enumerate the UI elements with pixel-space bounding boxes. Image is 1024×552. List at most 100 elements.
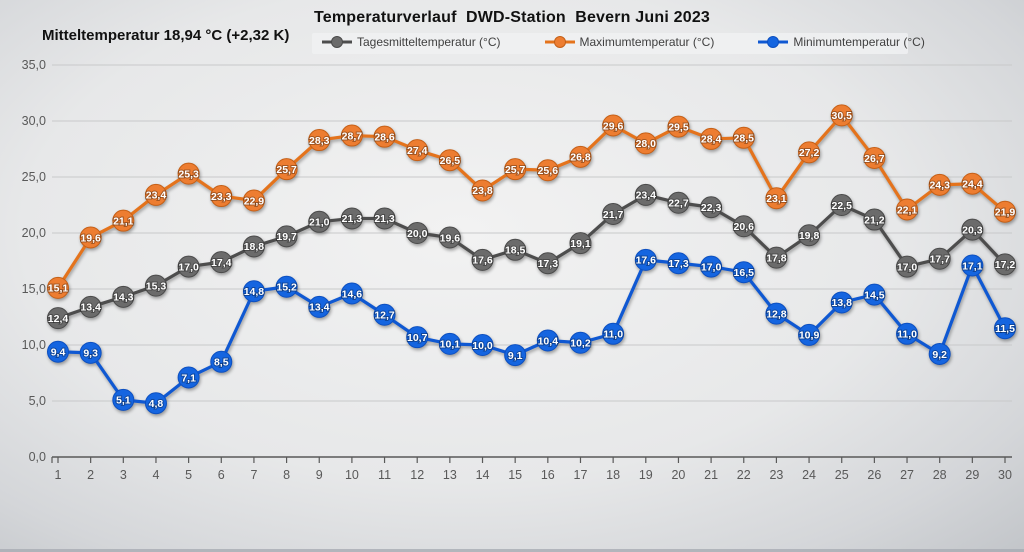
data-point: 17,0 [177,255,200,278]
series-line [57,193,1007,320]
data-point-label: 11,0 [897,329,917,341]
data-point-label: 9,4 [51,347,66,359]
data-point-label: 13,4 [80,302,101,314]
data-point: 20,0 [406,222,429,244]
x-axis-label: 27 [900,468,914,482]
data-point-marker [830,291,853,314]
data-point: 21,1 [112,209,135,232]
data-point-label: 19,1 [570,238,591,250]
data-point: 26,8 [569,145,592,168]
data-point-label: 23,1 [766,193,787,205]
data-point-marker [569,232,592,255]
data-point: 17,2 [994,253,1016,276]
data-point-label: 15,1 [48,283,69,295]
data-point: 19,7 [275,225,298,248]
y-axis-label: 10,0 [22,338,46,352]
data-point: 28,5 [733,126,755,149]
data-point: 12,8 [765,302,788,325]
data-point-label: 5,1 [116,395,131,407]
series-min: 9,4 9,3 5,1 4,8 7,1 8,5 14,8 15,2 13,4 14,6 12,7 10… [47,248,1016,415]
data-point-label: 29,6 [603,120,624,132]
data-point: 17,4 [210,251,233,274]
data-point-label: 10,4 [538,335,559,347]
data-point: 22,5 [831,194,853,216]
data-point-marker [765,187,788,210]
data-point-marker [438,226,461,249]
x-axis-label: 21 [704,468,718,482]
data-point-marker [210,185,233,208]
data-point: 25,7 [275,158,298,181]
data-point: 19,1 [569,232,592,255]
x-axis-label: 13 [443,468,457,482]
data-point-marker [602,202,625,225]
data-point-marker [242,189,265,212]
y-axis: 0,0 5,0 10,0 15,0 20,0 25,0 30,0 35,0 [22,58,46,464]
data-point-marker [863,208,886,231]
data-point-label: 23,8 [472,185,493,197]
data-point-label: 24,4 [962,179,983,191]
data-point-marker [308,210,331,233]
data-point: 14,3 [112,285,135,308]
data-point: 23,8 [471,179,494,202]
data-point-label: 18,8 [244,241,265,253]
data-point-label: 11,5 [995,323,1015,335]
y-axis-label: 25,0 [22,170,46,184]
data-point-label: 26,5 [440,155,461,167]
data-point-label: 20,0 [407,228,428,240]
series-max: 15,1 19,6 21,1 23,4 25,3 23,3 22,9 25,7 28,3 28,7… [47,104,1016,299]
data-point-marker [340,124,363,147]
x-axis-label: 11 [378,468,391,482]
data-point: 17,0 [896,255,918,278]
data-point-marker [602,114,625,137]
data-point: 24,4 [961,172,984,195]
data-point: 26,7 [863,146,886,169]
data-point: 17,3 [537,252,559,275]
x-axis-label: 14 [476,468,490,482]
chart-title: Temperaturverlauf DWD-Station Bevern Jun… [313,9,711,26]
data-point-label: 17,6 [636,255,657,267]
data-point: 28,4 [700,127,722,150]
data-point: 19,6 [438,226,461,249]
data-point: 18,8 [243,235,265,258]
data-point-label: 12,4 [48,313,69,325]
data-point-marker [994,317,1016,340]
data-point: 21,3 [373,207,396,230]
data-point: 15,1 [47,276,69,299]
data-point-marker [144,392,167,415]
data-point: 17,3 [667,252,690,275]
data-point-label: 21,9 [995,207,1016,219]
data-point-label: 9,3 [83,348,98,360]
data-point-label: 22,5 [832,200,853,212]
data-point-label: 28,3 [309,135,330,147]
data-point-marker [863,146,886,169]
legend-line-marker-icon [544,36,575,48]
data-point-marker [112,285,135,308]
gridlines [52,64,1012,402]
data-point-label: 10,1 [440,339,461,351]
x-axis-label: 23 [769,468,783,482]
data-point: 28,7 [340,124,363,147]
legend-line-marker-icon [758,36,789,48]
data-point: 11,5 [994,317,1016,340]
data-point: 24,3 [928,173,951,196]
data-point-label: 17,1 [962,260,983,272]
data-point-label: 21,2 [864,214,885,226]
data-point-marker [210,350,233,373]
x-axis-label: 20 [671,468,685,482]
data-point-label: 17,0 [178,261,199,273]
data-point: 9,2 [928,342,951,365]
data-point: 13,4 [308,295,331,318]
data-point-marker [504,158,527,181]
data-point: 17,7 [928,247,951,270]
data-point: 7,1 [177,366,200,389]
data-point-marker [308,129,331,152]
data-point-marker [667,115,690,138]
data-point: 17,6 [471,248,494,271]
data-point-marker [536,329,559,352]
data-point-label: 28,5 [734,133,755,145]
data-point: 22,1 [896,198,918,221]
y-axis-label: 5,0 [29,394,46,408]
x-axis-label: 29 [965,468,979,482]
data-point: 13,4 [79,295,102,318]
